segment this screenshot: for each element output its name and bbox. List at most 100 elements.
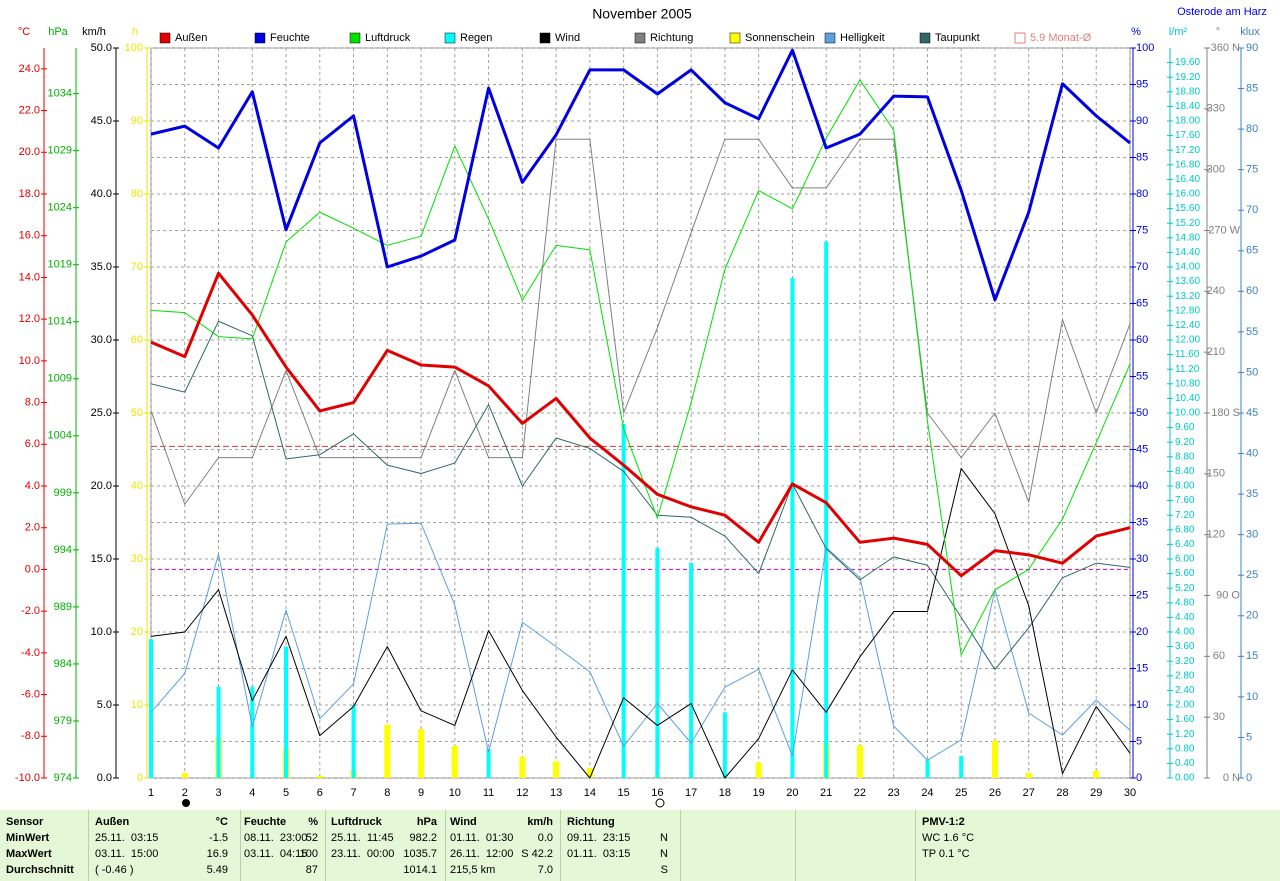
axis-title: hPa [48,26,68,38]
table-cell: Wind [450,816,477,828]
bar [856,745,863,778]
y-tick-label: 16.80 [1175,159,1200,170]
chart-title: November 2005 [592,6,692,22]
bar [181,772,188,778]
table-cell: Luftdruck [331,816,382,828]
y-tick-label: 2.80 [1175,670,1195,681]
bar [689,562,694,778]
legend-label: Sonnenschein [745,32,815,44]
table-cell: 982.2 [409,832,437,844]
y-tick-label: 80 [1136,188,1148,200]
y-tick-label: 6.0 [25,438,40,450]
y-tick-label: 5 [1246,731,1252,743]
y-tick-label: 6.80 [1175,524,1195,535]
bar [655,548,660,778]
y-tick-label: 0.0 [25,563,40,575]
y-tick-label: 12.40 [1175,320,1200,331]
series-line [150,48,1131,302]
moon-icon [182,799,190,807]
x-tick-label: 6 [317,787,323,799]
legend-label: Taupunkt [935,32,980,44]
x-tick-label: 28 [1056,787,1068,799]
y-tick-label: 8.80 [1175,451,1195,462]
y-tick-label: 60 [1136,334,1148,346]
x-tick-label: 25 [955,787,967,799]
y-tick-label: 25 [1136,589,1148,601]
y-tick-label: 15 [1136,662,1148,674]
bar [553,761,560,778]
y-tick-label: 330 [1207,103,1225,115]
y-tick-label: 50 [1136,407,1148,419]
y-tick-label: 4.0 [25,480,40,492]
table-cell: -1.5 [209,832,228,844]
x-tick-label: 27 [1023,787,1035,799]
y-tick-label: 30 [1136,553,1148,565]
table-cell: 215,5 km [450,864,496,876]
axis-title: % [1131,26,1141,38]
series-line [150,79,1131,656]
y-tick-label: 90 O [1216,589,1240,601]
bar [284,646,289,778]
x-tick-label: 10 [449,787,461,799]
y-tick-label: 2.40 [1175,685,1195,696]
table-cell: Außen [95,816,130,828]
y-tick-label: 7.20 [1175,510,1195,521]
x-tick-label: 9 [418,787,424,799]
table-cell: S [660,864,668,876]
y-tick-label: 40 [1246,447,1258,459]
y-tick-label: 18.00 [1175,116,1200,127]
y-tick-label: 65 [1246,245,1258,257]
y-tick-label: 979 [54,715,72,727]
x-tick-label: 3 [215,787,221,799]
table-cell: MaxWert [6,848,52,860]
y-tick-label: 4.00 [1175,627,1195,638]
y-tick-label: 984 [54,658,72,670]
y-tick-label: 2.0 [25,522,40,534]
y-tick-label: -8.0 [21,730,40,742]
legend-swatch [349,32,361,44]
y-tick-label: 20 [1136,626,1148,638]
table-cell: 87 [305,864,318,876]
legend-swatch [729,32,741,44]
y-tick-label: -4.0 [21,647,40,659]
y-tick-label: 5 [1136,735,1142,747]
bar [925,759,930,778]
y-tick-label: 15 [1246,650,1258,662]
x-tick-label: 7 [350,787,356,799]
y-tick-label: 15.0 [91,553,112,565]
y-tick-label: 10 [1136,699,1148,711]
table-cell: 03.11. 15:00 [95,848,159,860]
x-tick-label: 26 [989,787,1001,799]
x-tick-label: 14 [584,787,596,799]
bar [991,740,998,778]
table-cell: MinWert [6,832,50,844]
legend-swatch [159,32,171,44]
legend-label: 5.9 Monat-Ø [1030,32,1092,44]
legend-swatch [919,32,931,44]
y-tick-label: 13.20 [1175,291,1200,302]
table-cell: N [660,848,668,860]
x-tick-label: 29 [1090,787,1102,799]
y-tick-label: 50 [1246,366,1258,378]
y-tick-label: 1034 [48,88,72,100]
legend-swatch [444,32,456,44]
y-tick-label: 40 [131,480,143,492]
y-tick-label: 18.80 [1175,86,1200,97]
y-tick-label: 8.40 [1175,466,1195,477]
axis-title: km/h [82,26,106,38]
y-tick-label: 0 [137,772,143,784]
y-tick-label: 90 [131,115,143,127]
table-cell: TP 0.1 °C [922,848,970,860]
x-tick-label: 5 [283,787,289,799]
legend-swatch [1014,32,1026,44]
table-cell: 52 [305,832,318,844]
y-tick-label: 3.20 [1175,656,1195,667]
y-tick-label: 20 [131,626,143,638]
table-cell: WC 1.6 °C [922,832,975,844]
y-tick-label: 11.20 [1175,364,1200,375]
bar [790,277,795,778]
y-tick-label: 1029 [48,145,72,157]
y-tick-label: 10.0 [91,626,112,638]
y-tick-label: 30 [131,553,143,565]
